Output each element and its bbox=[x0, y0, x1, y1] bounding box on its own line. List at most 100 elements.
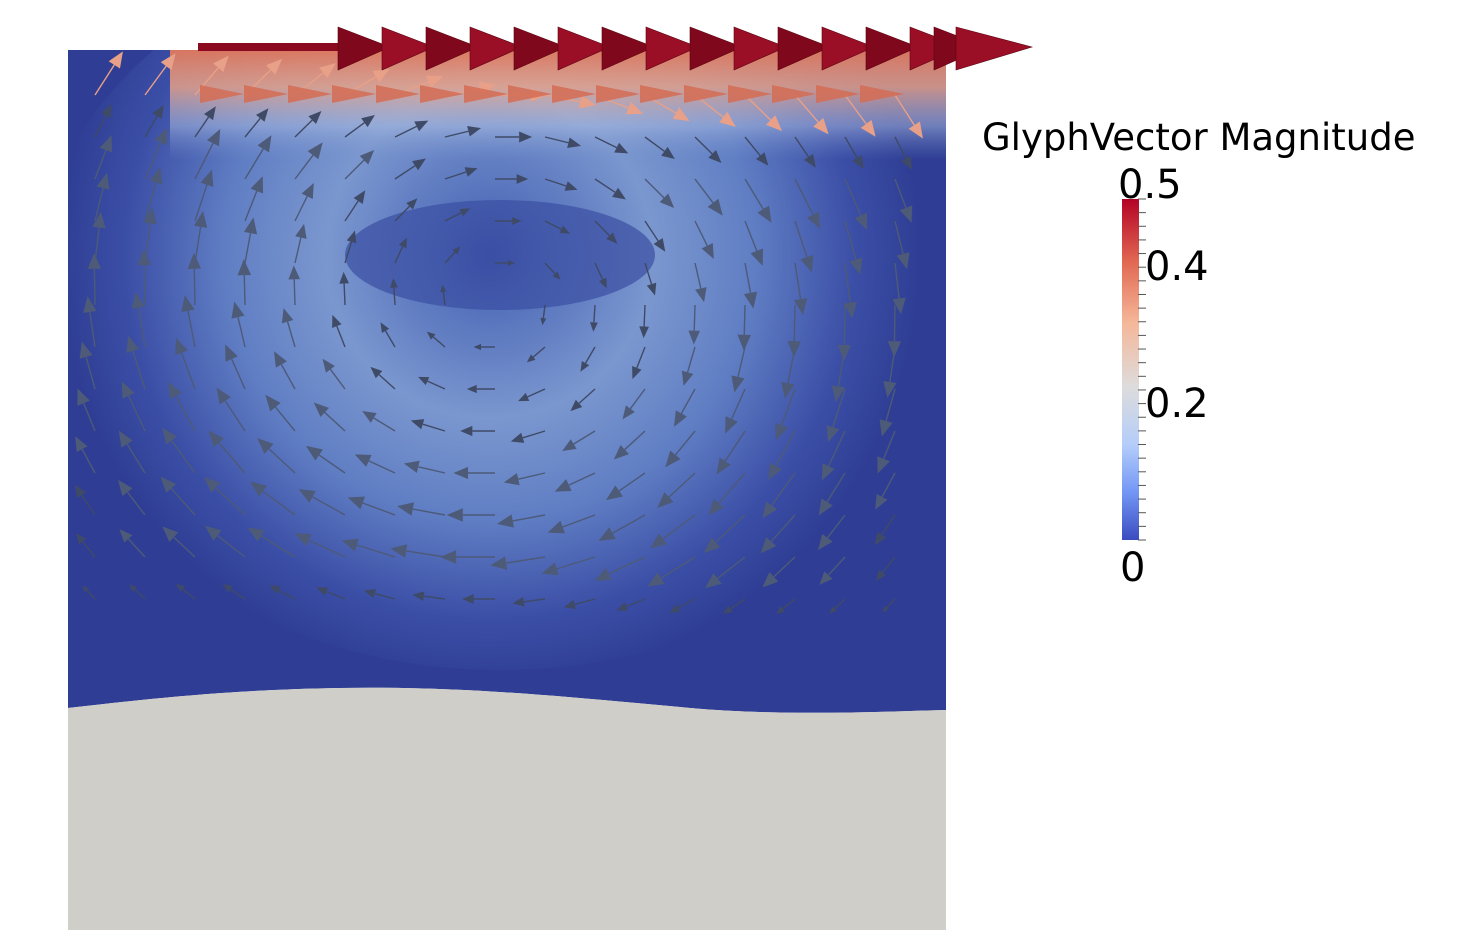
glyph-arrow-head bbox=[152, 104, 164, 119]
glyph-arrow-head bbox=[101, 103, 112, 118]
glyph-arrow-head bbox=[460, 425, 473, 437]
glyph-arrow-head bbox=[497, 514, 514, 528]
glyph-arrow-head bbox=[510, 432, 525, 443]
glyph-arrow-shaft bbox=[674, 430, 696, 456]
lid-arrow-shaft bbox=[198, 43, 348, 51]
glyph-arrow-shaft bbox=[308, 539, 346, 558]
glyph-arrow-head bbox=[818, 533, 833, 551]
glyph-arrow-head bbox=[908, 121, 923, 139]
glyph-arrow-head bbox=[74, 484, 87, 499]
glyph-arrow-shaft bbox=[593, 304, 596, 323]
glyph-arrow-shaft bbox=[574, 598, 596, 606]
glyph-arrow-shaft bbox=[293, 279, 296, 306]
glyph-arrow-head bbox=[181, 295, 195, 313]
glyph-arrow-head bbox=[398, 237, 407, 249]
glyph-arrow-shaft bbox=[744, 94, 772, 121]
glyph-arrow-head bbox=[316, 587, 329, 596]
glyph-arrow-head bbox=[162, 526, 179, 542]
glyph-arrow-shaft bbox=[94, 149, 107, 180]
glyph-arrow-head bbox=[669, 604, 681, 613]
glyph-arrow-head bbox=[187, 252, 201, 269]
glyph-arrow-head bbox=[92, 211, 106, 229]
glyph-arrow-shaft bbox=[268, 448, 296, 474]
glyph-arrow-shaft bbox=[834, 598, 846, 610]
glyph-arrow-shaft bbox=[127, 538, 146, 558]
glyph-arrow-shaft bbox=[730, 598, 746, 610]
glyph-arrow-shaft bbox=[662, 514, 696, 540]
glyph-arrow-shaft bbox=[194, 184, 208, 222]
secondary-glyph-head bbox=[244, 85, 288, 103]
glyph-arrow-shaft bbox=[344, 159, 365, 180]
glyph-arrow-head bbox=[410, 419, 425, 430]
glyph-arrow-head bbox=[288, 265, 300, 280]
glyph-arrow-head bbox=[554, 479, 572, 492]
glyph-arrow-shaft bbox=[144, 182, 157, 222]
glyph-arrow-shaft bbox=[626, 598, 646, 608]
glyph-arrow-head bbox=[879, 419, 893, 437]
glyph-arrow-head bbox=[213, 55, 229, 73]
secondary-glyph-head bbox=[420, 85, 464, 103]
lid-arrow-head bbox=[689, 26, 743, 71]
glyph-arrow-head bbox=[332, 314, 342, 328]
glyph-arrow-shaft bbox=[881, 556, 896, 573]
glyph-arrow-head bbox=[775, 606, 785, 615]
glyph-arrow-head bbox=[126, 335, 140, 353]
glyph-arrow-shaft bbox=[844, 262, 851, 303]
glyph-arrow-shaft bbox=[644, 178, 665, 199]
glyph-arrow-head bbox=[149, 167, 163, 185]
glyph-arrow-shaft bbox=[442, 291, 446, 306]
glyph-arrow-head bbox=[762, 572, 779, 588]
glyph-arrow-shaft bbox=[294, 119, 313, 138]
glyph-arrow-shaft bbox=[373, 417, 396, 432]
glyph-arrow-shaft bbox=[826, 514, 846, 539]
glyph-arrow-shaft bbox=[578, 388, 596, 404]
glyph-arrow-shaft bbox=[215, 487, 246, 516]
glyph-arrow-head bbox=[247, 527, 265, 542]
glyph-arrow-shaft bbox=[94, 187, 104, 222]
glyph-arrow-shaft bbox=[894, 94, 915, 126]
glyph-arrow-head bbox=[775, 422, 788, 441]
glyph-arrow-shaft bbox=[881, 514, 896, 536]
glyph-arrow-head bbox=[412, 158, 426, 171]
glyph-arrow-shaft bbox=[693, 304, 696, 331]
secondary-glyph-head bbox=[288, 85, 332, 103]
glyph-arrow-shaft bbox=[780, 388, 796, 426]
glyph-arrow-head bbox=[464, 167, 478, 177]
glyph-arrow-head bbox=[425, 75, 444, 89]
glyph-arrow-head bbox=[440, 550, 457, 564]
glyph-arrow-head bbox=[562, 439, 577, 452]
glyph-arrow-head bbox=[829, 606, 837, 614]
glyph-arrow-shaft bbox=[180, 352, 196, 390]
glyph-arrow-head bbox=[661, 146, 675, 159]
glyph-arrow-shaft bbox=[171, 440, 196, 474]
glyph-arrow-head bbox=[632, 366, 642, 380]
glyph-arrow-shaft bbox=[394, 165, 416, 180]
glyph-arrow-head bbox=[216, 387, 231, 405]
glyph-arrow-head bbox=[225, 344, 238, 362]
glyph-arrow-head bbox=[490, 556, 508, 570]
glyph-arrow-shaft bbox=[522, 430, 546, 439]
glyph-arrow-head bbox=[207, 128, 221, 147]
glyph-arrow-shaft bbox=[737, 346, 746, 378]
glyph-arrow-head bbox=[765, 115, 783, 132]
glyph-arrow-head bbox=[704, 573, 722, 589]
glyph-arrow-head bbox=[507, 260, 515, 266]
glyph-arrow-head bbox=[737, 334, 751, 351]
glyph-arrow-shaft bbox=[224, 400, 246, 432]
glyph-arrow-head bbox=[613, 444, 629, 460]
glyph-arrow-shaft bbox=[260, 535, 296, 558]
lid-arrow-head bbox=[865, 26, 919, 71]
glyph-arrow-shaft bbox=[94, 115, 107, 138]
glyph-arrow-head bbox=[639, 326, 649, 339]
glyph-arrow-shaft bbox=[843, 304, 846, 346]
glyph-arrow-shaft bbox=[318, 454, 346, 474]
glyph-arrow-head bbox=[875, 493, 888, 510]
glyph-arrow-head bbox=[518, 392, 530, 402]
glyph-arrow-shaft bbox=[343, 283, 346, 306]
glyph-arrow-head bbox=[708, 150, 722, 163]
glyph-arrow-head bbox=[168, 381, 182, 400]
glyph-arrow-head bbox=[804, 153, 816, 168]
glyph-arrow-shaft bbox=[744, 136, 761, 157]
secondary-glyph-head bbox=[464, 85, 508, 103]
glyph-arrow-head bbox=[854, 212, 868, 231]
